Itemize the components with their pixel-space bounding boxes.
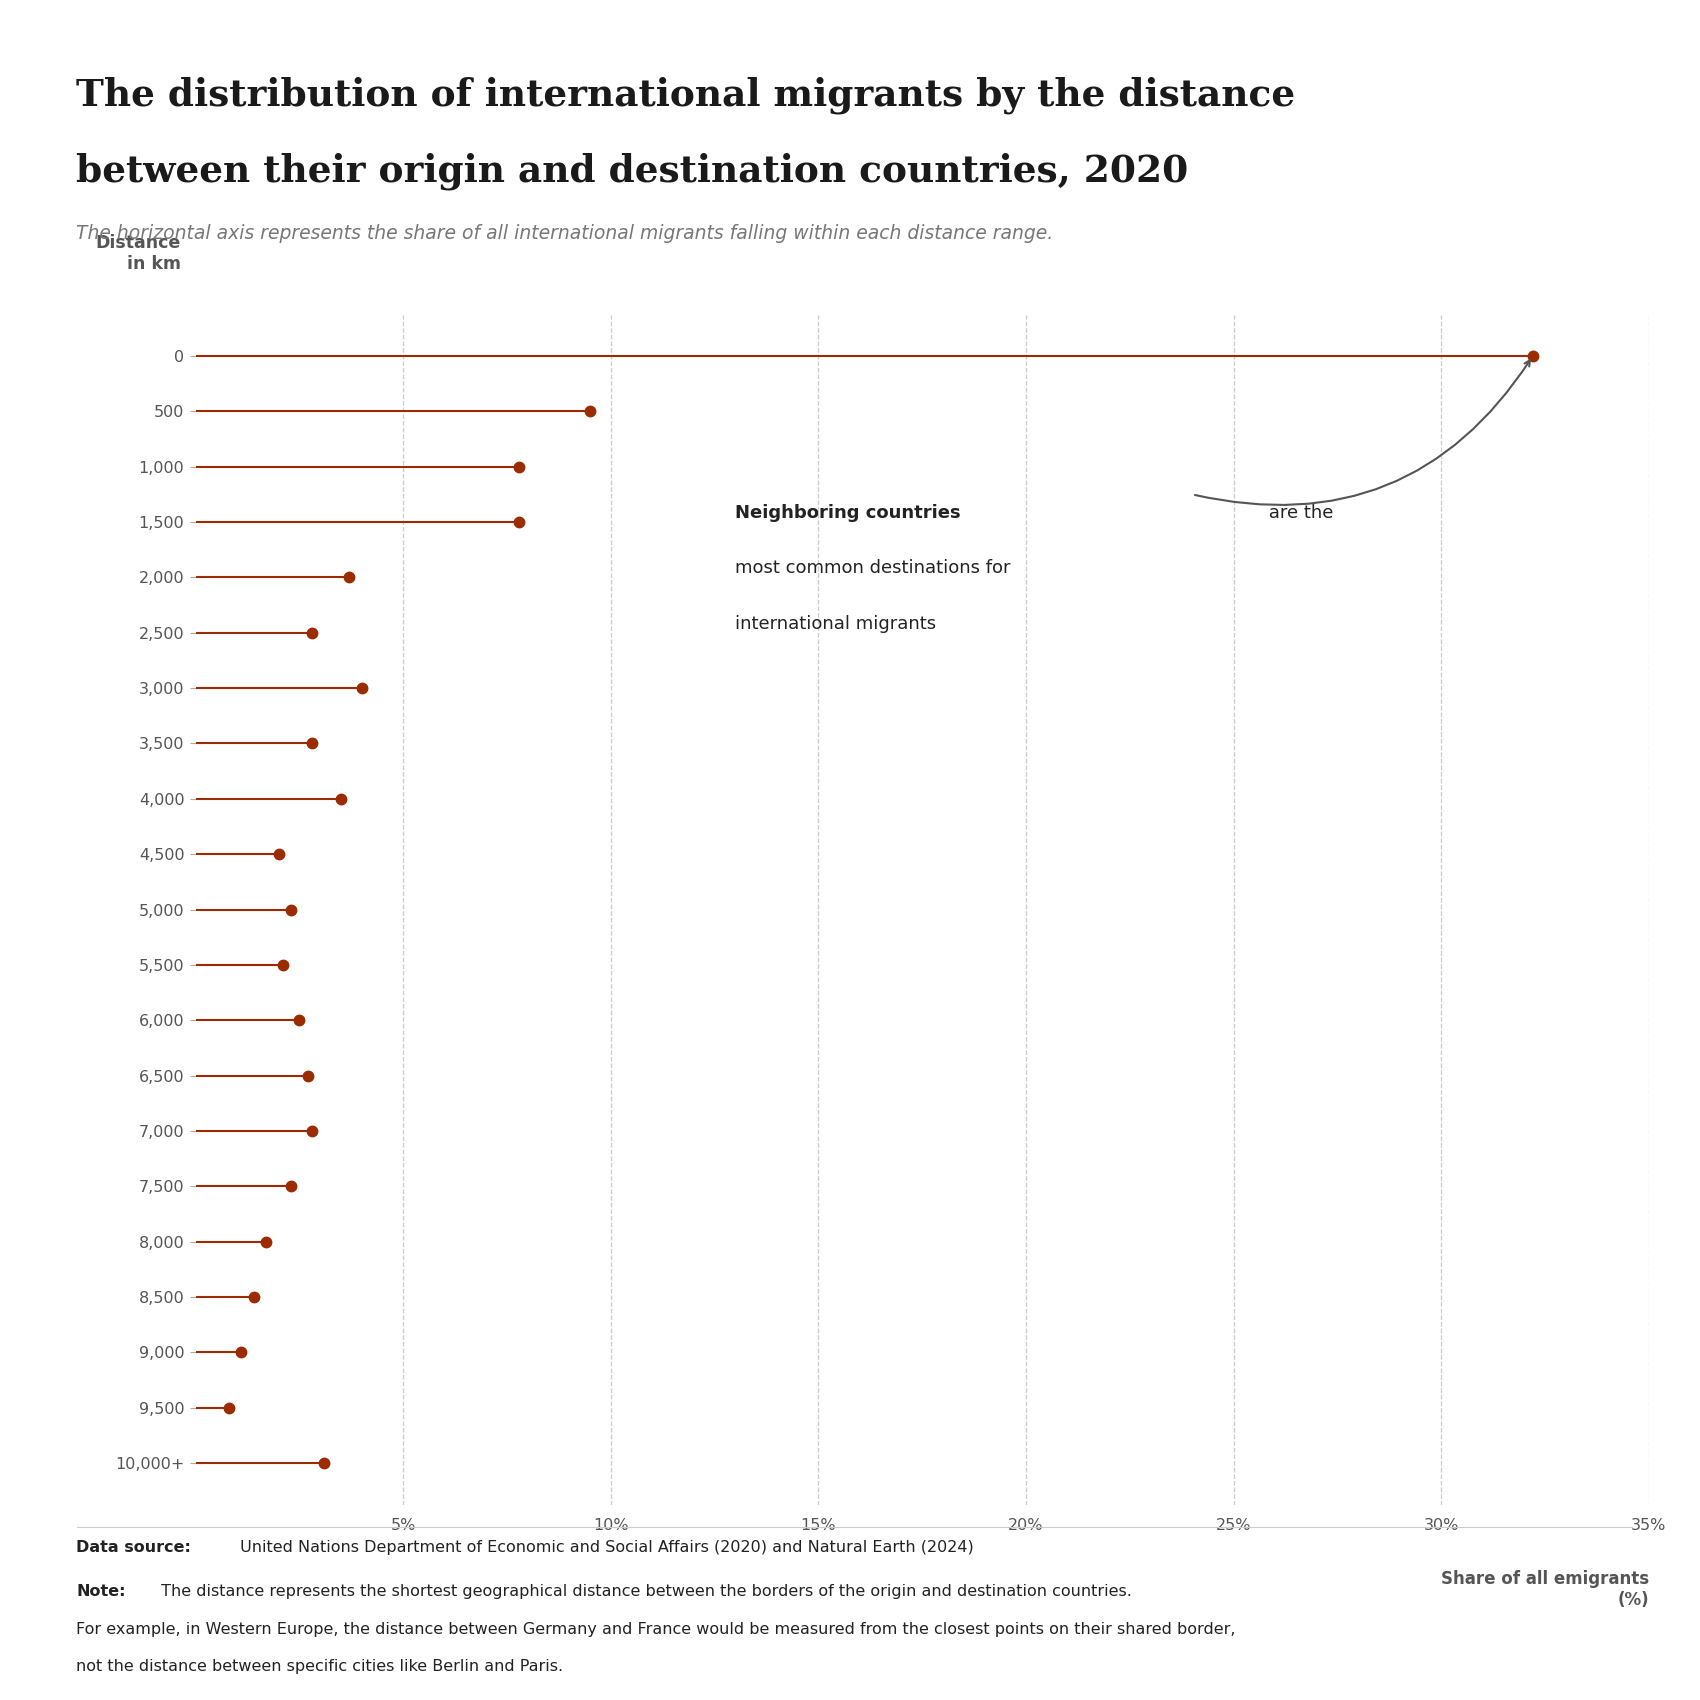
Text: between their origin and destination countries, 2020: between their origin and destination cou… — [76, 153, 1188, 190]
Text: are the: are the — [1263, 505, 1333, 522]
Text: For example, in Western Europe, the distance between Germany and France would be: For example, in Western Europe, the dist… — [76, 1622, 1236, 1637]
Text: Distance
in km: Distance in km — [95, 235, 180, 274]
Text: The distribution of international migrants by the distance: The distribution of international migran… — [76, 76, 1295, 114]
Text: in Data: in Data — [1518, 129, 1584, 148]
Text: Our World: Our World — [1504, 83, 1598, 100]
Text: United Nations Department of Economic and Social Affairs (2020) and Natural Eart: United Nations Department of Economic an… — [235, 1540, 974, 1556]
Text: not the distance between specific cities like Berlin and Paris.: not the distance between specific cities… — [76, 1659, 564, 1674]
Text: Note:: Note: — [76, 1584, 126, 1600]
Text: Share of all emigrants
(%): Share of all emigrants (%) — [1442, 1571, 1649, 1608]
Text: Neighboring countries: Neighboring countries — [736, 505, 960, 522]
Text: The horizontal axis represents the share of all international migrants falling w: The horizontal axis represents the share… — [76, 224, 1054, 243]
Text: most common destinations for: most common destinations for — [736, 559, 1012, 578]
Text: Data source:: Data source: — [76, 1540, 192, 1556]
Text: international migrants: international migrants — [736, 615, 937, 632]
Text: The distance represents the shortest geographical distance between the borders o: The distance represents the shortest geo… — [156, 1584, 1132, 1600]
